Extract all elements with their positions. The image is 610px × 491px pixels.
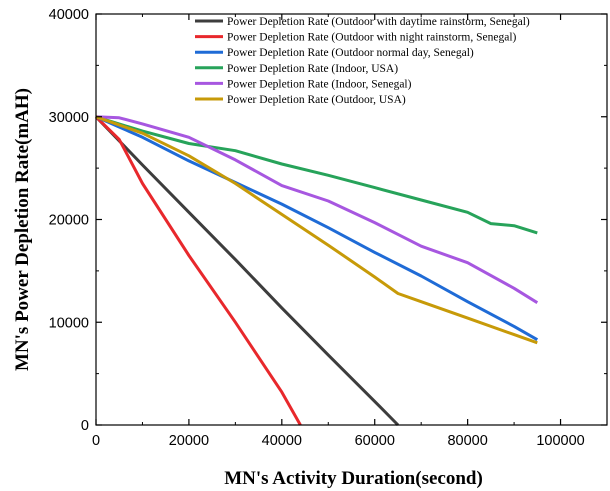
series-line-3 [95, 115, 539, 342]
legend-label: Power Depletion Rate (Outdoor normal day… [227, 47, 474, 59]
series-line-2 [94, 115, 302, 426]
y-tick-label: 30000 [49, 110, 89, 126]
x-tick-label: 0 [92, 433, 100, 449]
x-tick-label: 40000 [262, 433, 302, 449]
x-tick-label: 20000 [169, 433, 209, 449]
legend-label: Power Depletion Rate (Indoor, Senegal) [227, 78, 412, 90]
legend-label: Power Depletion Rate (Outdoor with night… [227, 32, 517, 44]
x-tick-label: 100000 [536, 433, 584, 449]
x-tick-label: 60000 [355, 433, 395, 449]
series-line-1 [94, 115, 400, 427]
y-tick-label: 20000 [49, 213, 89, 229]
legend: Power Depletion Rate (Outdoor with dayti… [195, 16, 530, 106]
y-axis-ticks: 0 10000 20000 30000 40000 [49, 7, 607, 434]
legend-label: Power Depletion Rate (Indoor, USA) [227, 63, 398, 75]
y-tick-label: 10000 [49, 315, 89, 331]
series-line-5 [95, 115, 539, 304]
y-axis-label: MN's Power Depletion Rate(mAH) [12, 88, 33, 371]
legend-label: Power Depletion Rate (Outdoor with dayti… [227, 16, 530, 28]
y-tick-label: 0 [81, 418, 89, 434]
x-tick-label: 80000 [447, 433, 487, 449]
series-line-6 [95, 115, 538, 345]
series-line-4 [95, 115, 538, 235]
series-layer [94, 115, 539, 427]
x-axis-label: MN's Activity Duration(second) [224, 468, 483, 489]
legend-label: Power Depletion Rate (Outdoor, USA) [227, 94, 406, 106]
x-axis-ticks: 0 20000 40000 60000 80000 100000 [92, 14, 585, 449]
y-tick-label: 40000 [49, 7, 89, 23]
plot-area: 0 20000 40000 60000 80000 100000 0 10000 20000 3… [49, 7, 608, 449]
